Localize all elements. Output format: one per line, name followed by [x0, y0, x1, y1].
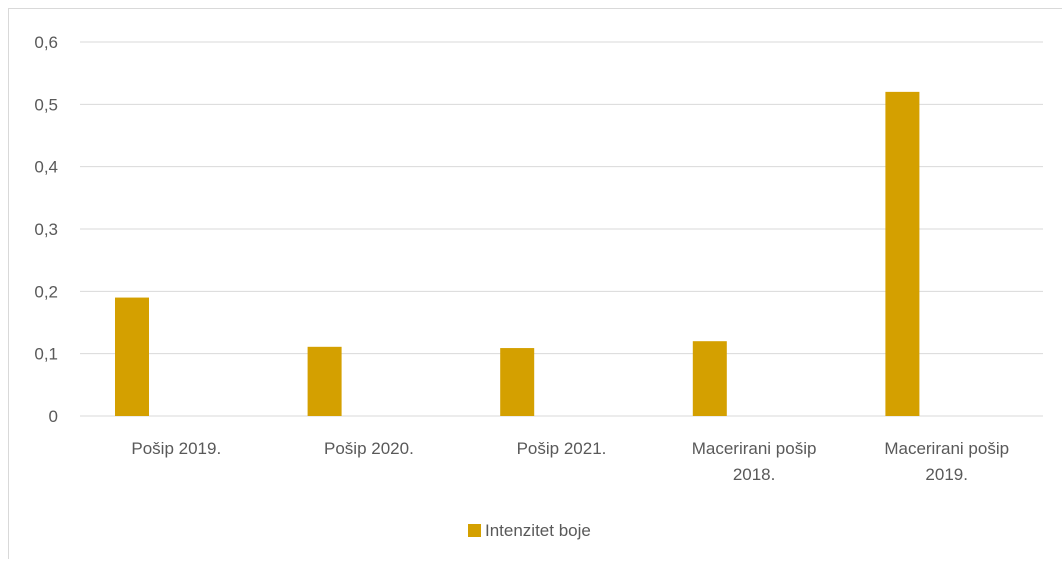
x-tick-label: Macerirani pošip 2018. [692, 439, 817, 484]
legend-label: Intenzitet boje [485, 521, 591, 540]
x-tick-label: Pošip 2021. [517, 439, 607, 458]
y-axis-ticks: 0 0,1 0,2 0,3 0,4 0,5 0,6 [34, 33, 58, 426]
bar [500, 348, 535, 416]
y-tick-label: 0,4 [34, 158, 58, 177]
y-tick-label: 0 [49, 407, 58, 426]
x-tick-label-line: Pošip 2021. [517, 439, 607, 458]
x-tick-label-line: 2019. [925, 465, 968, 484]
x-tick-label-line: 2018. [733, 465, 776, 484]
y-tick-label: 0,5 [34, 95, 58, 114]
x-axis-labels: Pošip 2019. Pošip 2020. Pošip 2021. Macerir… [131, 439, 1009, 484]
x-tick-label-line: Macerirani pošip [692, 439, 817, 458]
y-tick-label: 0,1 [34, 345, 58, 364]
x-tick-label-line: Pošip 2019. [131, 439, 221, 458]
x-tick-label-line: Macerirani pošip [884, 439, 1009, 458]
legend-swatch [468, 524, 481, 537]
y-tick-label: 0,3 [34, 220, 58, 239]
x-tick-label-line: Pošip 2020. [324, 439, 414, 458]
y-tick-label: 0,6 [34, 33, 58, 52]
bar [885, 91, 920, 416]
bars [115, 91, 920, 416]
gridlines [80, 41, 1043, 417]
bar [307, 346, 342, 416]
y-tick-label: 0,2 [34, 282, 58, 301]
x-tick-label: Pošip 2019. [131, 439, 221, 458]
bar [692, 341, 727, 416]
x-tick-label: Macerirani pošip 2019. [884, 439, 1009, 484]
x-tick-label: Pošip 2020. [324, 439, 414, 458]
bar [115, 297, 149, 416]
legend: Intenzitet boje [468, 521, 591, 540]
